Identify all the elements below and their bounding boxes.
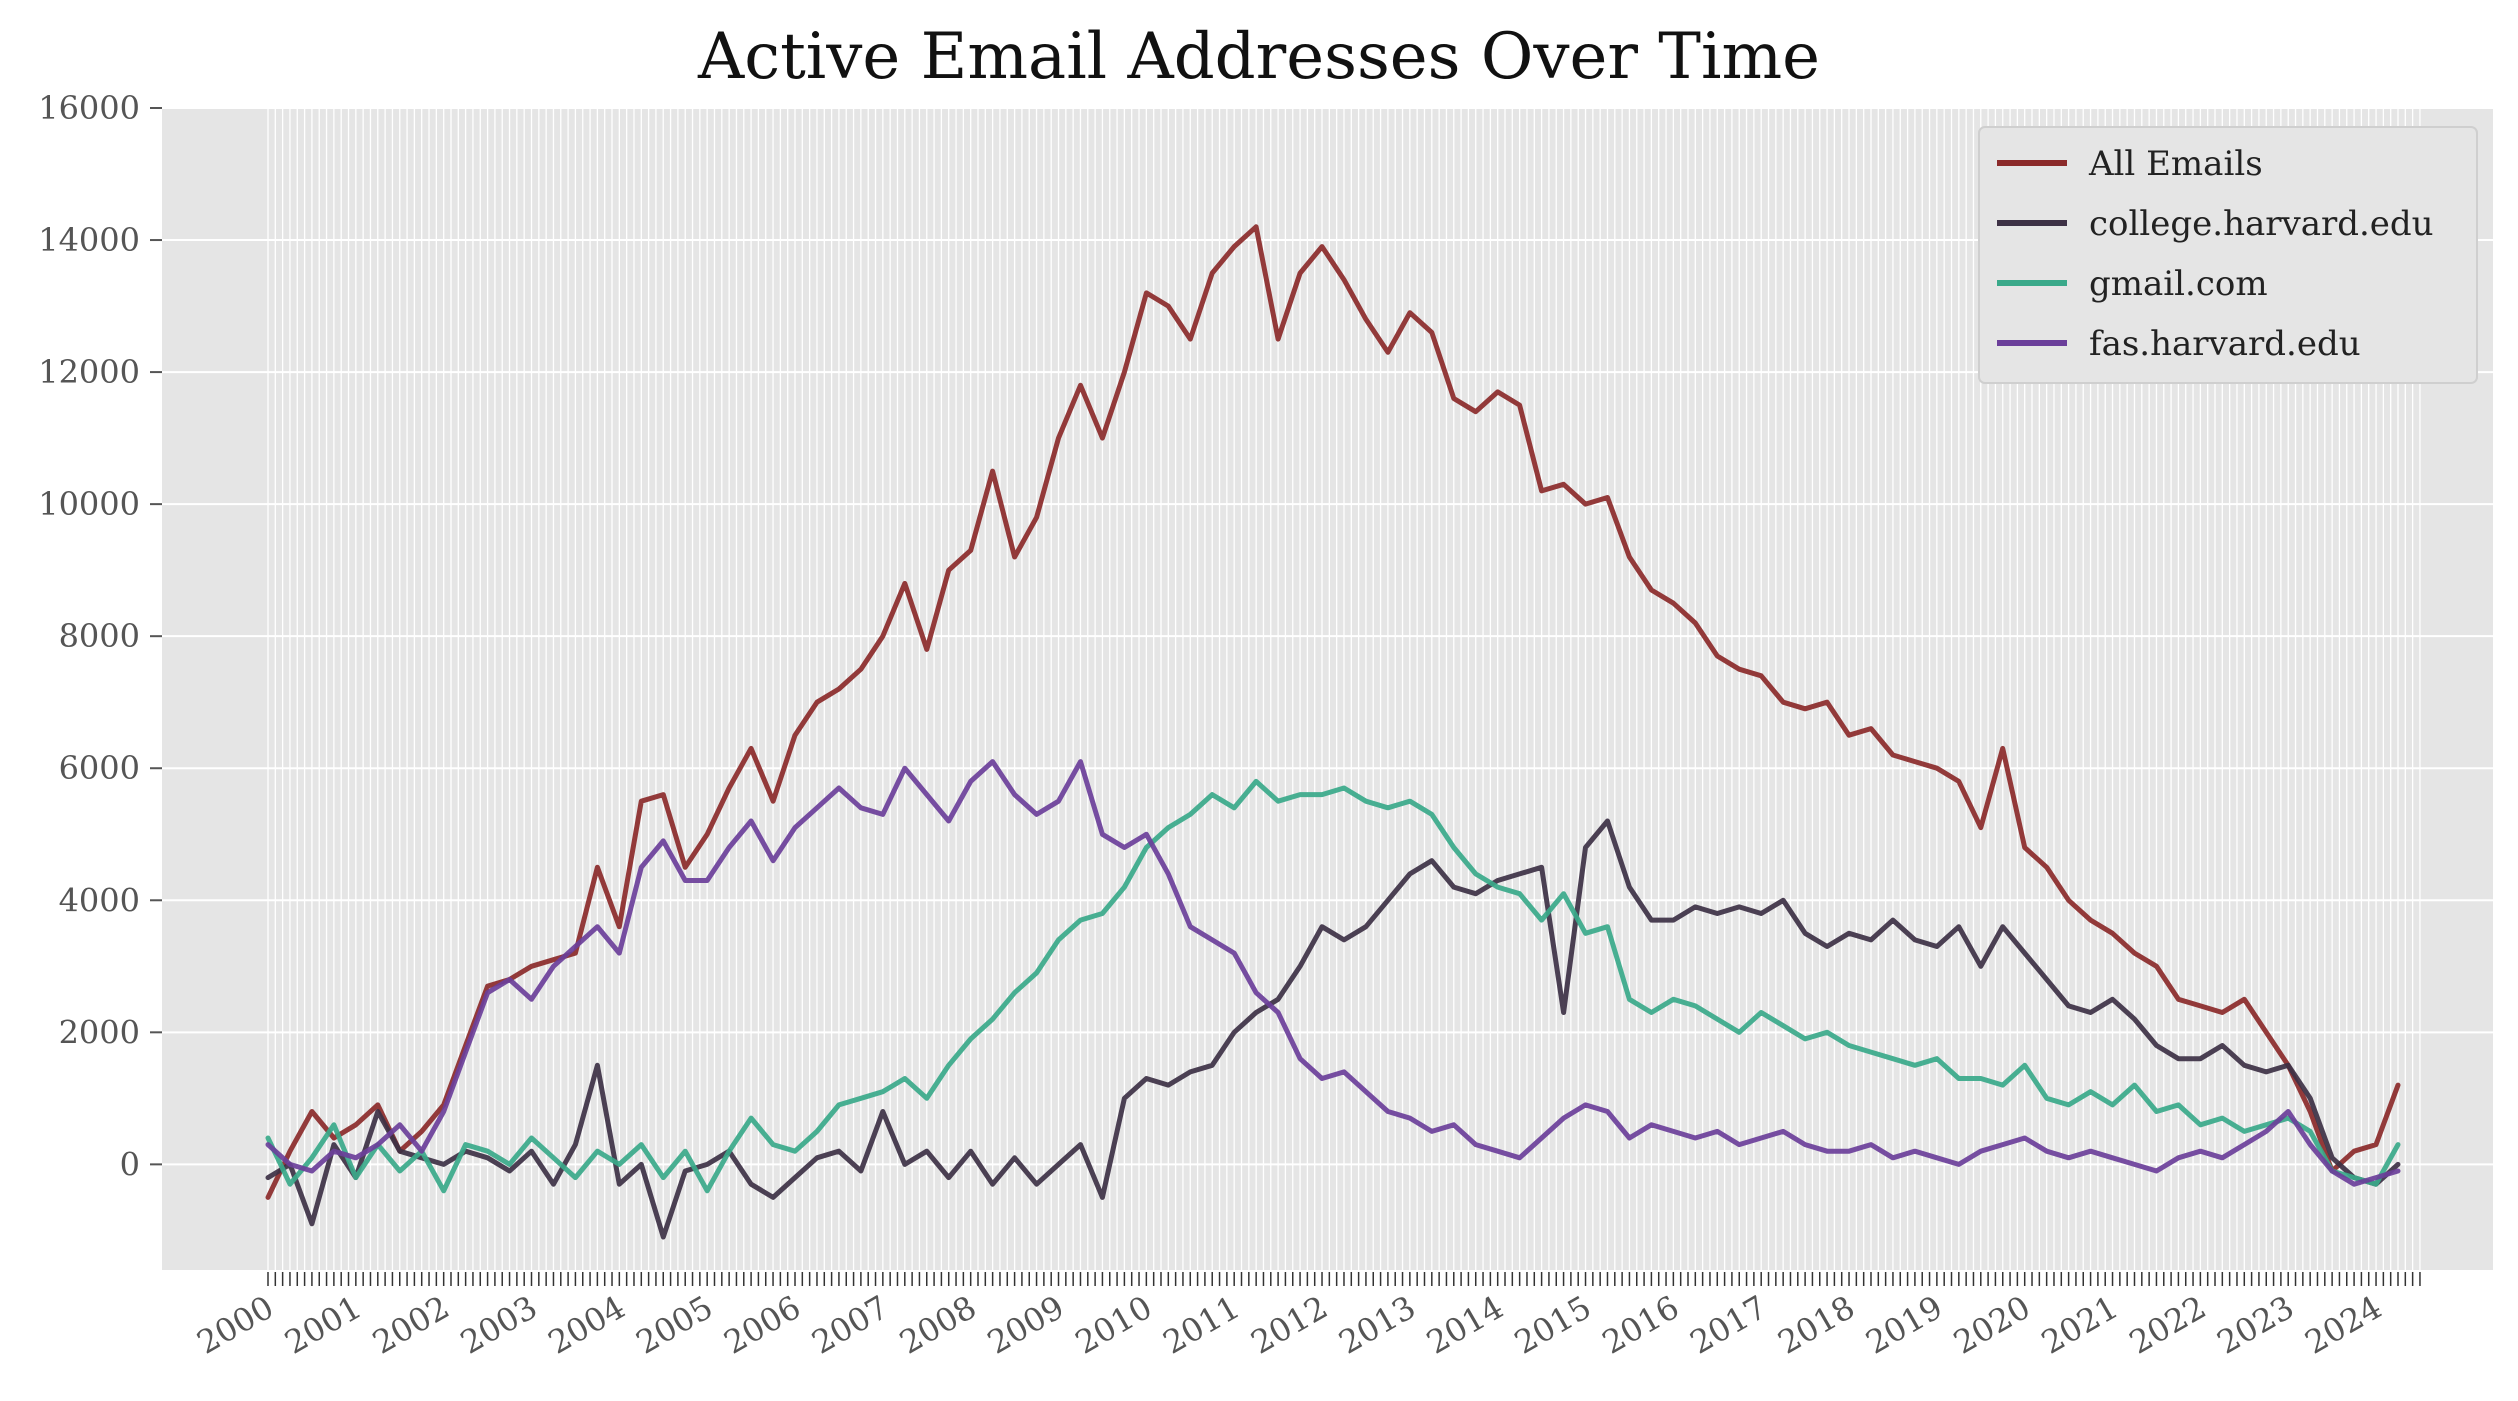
legend-label: college.harvard.edu: [2089, 204, 2434, 244]
series-line: [265, 778, 2401, 1194]
series-line: [265, 224, 2401, 1200]
y-tick-label: 16000: [38, 89, 140, 127]
series-line: [265, 759, 2401, 1187]
y-tick-label: 12000: [38, 353, 140, 391]
legend: All Emails college.harvard.edu gmail.com fa…: [1978, 126, 2478, 384]
y-tick-label: 10000: [38, 485, 140, 523]
y-tick-label: 6000: [59, 749, 140, 787]
legend-label: gmail.com: [2089, 264, 2268, 304]
legend-label: All Emails: [2088, 144, 2263, 184]
series-lines: [265, 224, 2401, 1240]
y-tick-label: 2000: [59, 1013, 140, 1051]
y-tick-label: 14000: [38, 221, 140, 259]
series-line: [265, 818, 2401, 1240]
y-tick-label: 4000: [59, 881, 140, 919]
y-tick-label: 0: [120, 1145, 140, 1183]
chart-title: Active Email Addresses Over Time: [697, 20, 1820, 94]
legend-box: [1978, 126, 2478, 384]
y-tick-label: 8000: [59, 617, 140, 655]
legend-label: fas.harvard.edu: [2089, 324, 2361, 364]
